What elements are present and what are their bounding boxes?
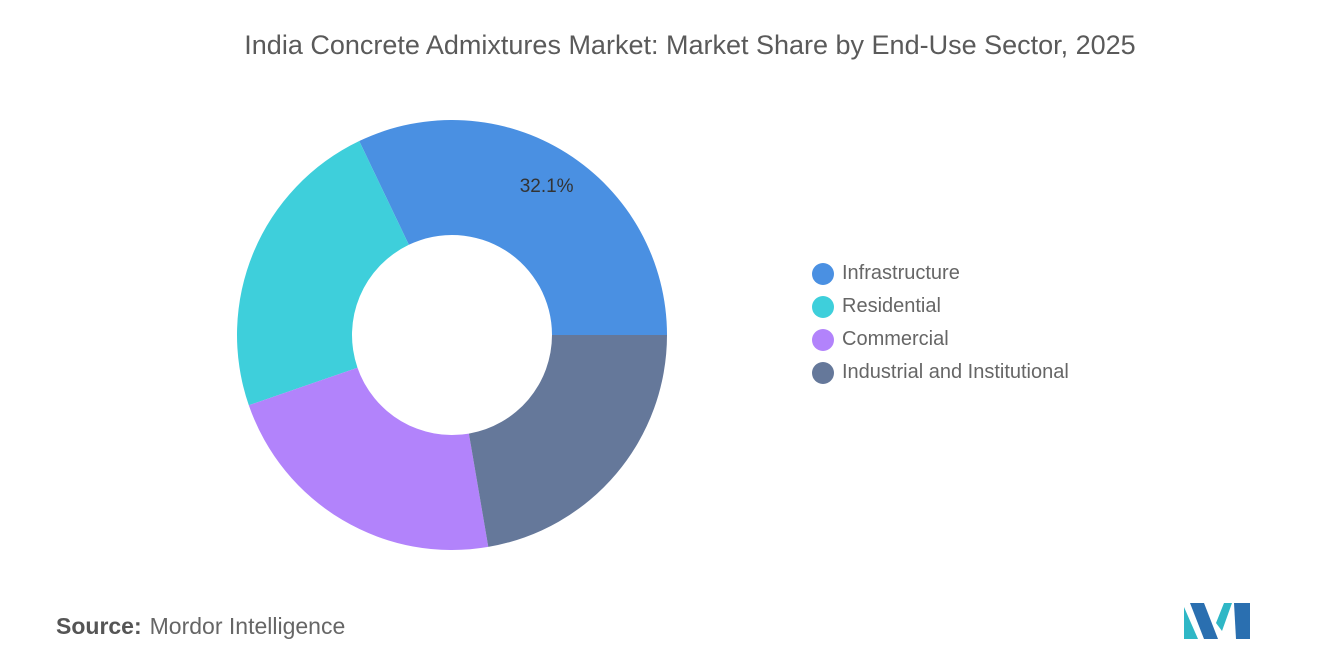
slice-infrastructure — [359, 119, 667, 335]
legend-swatch-icon — [812, 295, 834, 318]
legend-item: Industrial and Institutional — [812, 356, 1069, 389]
slice-residential — [236, 141, 409, 406]
legend-label: Residential — [842, 295, 941, 317]
source-note: Source: Mordor Intelligence — [56, 613, 345, 640]
slice-commercial — [248, 367, 489, 550]
chart-title: India Concrete Admixtures Market: Market… — [244, 30, 1136, 60]
legend-item: Commercial — [812, 323, 1069, 356]
mordor-logo-icon — [1184, 603, 1250, 639]
legend-swatch-icon — [812, 361, 834, 384]
legend: Infrastructure Residential Commercial Indus… — [812, 257, 1069, 389]
legend-swatch-icon — [812, 328, 834, 351]
legend-label: Infrastructure — [842, 262, 960, 284]
data-label: 32.1% — [520, 176, 574, 197]
legend-label: Industrial and Institutional — [842, 361, 1069, 383]
legend-label: Commercial — [842, 328, 949, 350]
source-value: Mordor Intelligence — [149, 613, 346, 639]
legend-swatch-icon — [812, 262, 834, 285]
legend-item: Residential — [812, 290, 1069, 323]
source-label: Source: — [56, 613, 142, 639]
slice-industrial-and-institutional — [468, 335, 667, 547]
legend-item: Infrastructure — [812, 257, 1069, 290]
